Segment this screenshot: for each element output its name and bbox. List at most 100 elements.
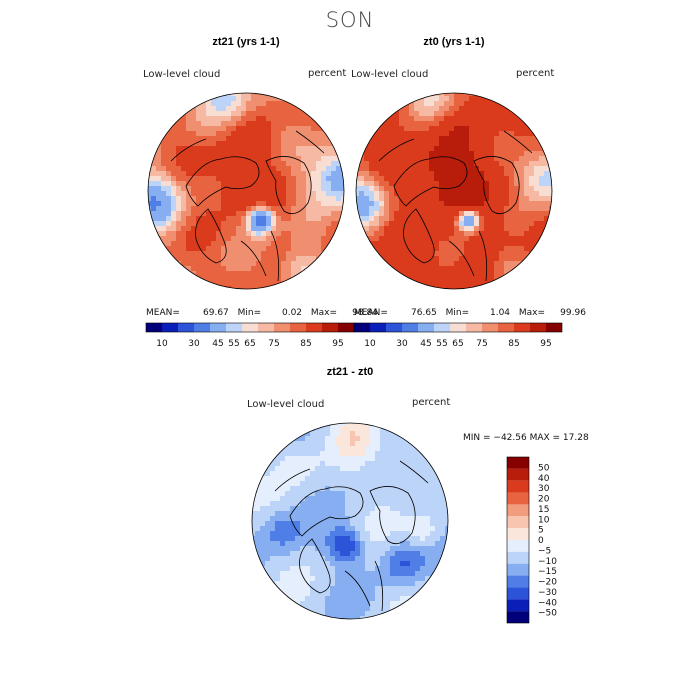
diff-map-cell	[260, 561, 266, 567]
panel2-map-cell	[484, 251, 490, 257]
panel1-mean-label: MEAN=	[146, 308, 180, 318]
diff-map-cell	[285, 461, 291, 467]
panel1-map-cell	[311, 126, 317, 132]
panel2-map-cell	[469, 131, 475, 137]
panel1-map-cell	[306, 136, 312, 142]
diff-map-cell	[355, 461, 361, 467]
panel1-map-cell	[191, 126, 197, 132]
diff-map-cell	[430, 501, 436, 507]
panel1-map-cell	[331, 146, 337, 152]
panel1-map-cell	[266, 221, 272, 227]
panel1-map-cell	[306, 246, 312, 252]
panel2-map-cell	[364, 151, 370, 157]
diff-map-cell	[340, 556, 346, 562]
diff-map-cell	[345, 561, 351, 567]
panel2-map-cell	[384, 221, 390, 227]
panel2-map-cell	[484, 196, 490, 202]
panel2-map-cell	[449, 171, 455, 177]
diff-map-cell	[425, 521, 431, 527]
panel2-map-cell	[534, 146, 540, 152]
panel1-map-cell	[306, 216, 312, 222]
panel2-map-cell	[379, 121, 385, 127]
panel2-map-cell	[356, 191, 360, 197]
panel2-map-cell	[384, 156, 390, 162]
panel2-map-cell	[534, 211, 540, 217]
panel2-map-cell	[404, 271, 410, 277]
diff-map-cell	[350, 601, 356, 607]
diff-map-cell	[295, 551, 301, 557]
diff-map-cell	[300, 521, 306, 527]
diff-map-cell	[420, 506, 426, 512]
panel1-map-cell	[241, 166, 247, 172]
panel2-map-cell	[389, 141, 395, 147]
diff-map-cell	[295, 486, 301, 492]
panel1-map-cell	[296, 151, 302, 157]
panel2-map-cell	[439, 156, 445, 162]
panel2-map-cell	[399, 206, 405, 212]
panel2-map-cell	[534, 171, 540, 177]
panel1-map-cell	[271, 201, 277, 207]
panel2-map-cell	[484, 201, 490, 207]
panel2-map-cell	[489, 221, 495, 227]
panel2-map-cell	[464, 116, 470, 122]
panel2-map-cell	[434, 131, 440, 137]
panel1-map-cell	[266, 141, 272, 147]
panel2-map-cell	[459, 101, 465, 107]
panel2-map-cell	[399, 136, 405, 142]
diff-map-cell	[315, 561, 321, 567]
panel2-map-cell	[399, 151, 405, 157]
panel1-map-cell	[286, 121, 292, 127]
panel2-map-cell	[374, 131, 380, 137]
diff-map-cell	[430, 506, 436, 512]
panel1-map-cell	[261, 166, 267, 172]
panel2-map-cell	[474, 251, 480, 257]
panel2-map-cell	[359, 211, 365, 217]
diff-map-cell	[425, 571, 431, 577]
diff-map-cell	[325, 571, 331, 577]
panel1-map-cell	[331, 166, 337, 172]
diff-map-cell	[265, 511, 271, 517]
diff-map-cell	[380, 451, 386, 457]
diff-map-cell	[275, 581, 281, 587]
panel2-map-cell	[514, 231, 520, 237]
panel1-map-cell	[316, 126, 322, 132]
diff-map-cell	[370, 511, 376, 517]
diff-map-cell	[265, 526, 271, 532]
panel1-map-cell	[206, 111, 212, 117]
diff-colorbar-tick-label: 50	[538, 463, 550, 473]
diff-map-cell	[335, 546, 341, 552]
panel1-map-cell	[286, 241, 292, 247]
panel2-map-cell	[534, 191, 540, 197]
panel1-map-cell	[326, 156, 332, 162]
panel2-map-cell	[414, 141, 420, 147]
diff-map-cell	[360, 546, 366, 552]
panel2-map-cell	[509, 256, 515, 262]
panel2-map-cell	[464, 146, 470, 152]
panel1-map-cell	[176, 246, 182, 252]
panel1-map-cell	[221, 201, 227, 207]
panel2-map-cell	[524, 141, 530, 147]
diff-map-cell	[440, 541, 446, 547]
diff-map-cell	[285, 576, 291, 582]
panel1-map-cell	[161, 221, 167, 227]
panel2-map-cell	[414, 111, 420, 117]
diff-map-cell	[320, 531, 326, 537]
diff-map-cell	[370, 451, 376, 457]
panel1-map-cell	[331, 171, 337, 177]
diff-map-cell	[380, 446, 386, 452]
diff-map-cell	[370, 516, 376, 522]
diff-map-cell	[370, 571, 376, 577]
panel2-map-cell	[394, 241, 400, 247]
diff-map-cell	[420, 546, 426, 552]
panel1-map-cell	[216, 281, 222, 287]
panel1-map-cell	[316, 216, 322, 222]
panel2-map-cell	[444, 251, 450, 257]
panel2-map-cell	[454, 186, 460, 192]
panel2-map-cell	[539, 201, 545, 207]
panel2-map-cell	[359, 206, 365, 212]
panel1-map-cell	[286, 161, 292, 167]
panel1-map-cell	[276, 231, 282, 237]
panel2-map-cell	[459, 246, 465, 252]
diff-map-cell	[380, 571, 386, 577]
diff-map-cell	[360, 491, 366, 497]
